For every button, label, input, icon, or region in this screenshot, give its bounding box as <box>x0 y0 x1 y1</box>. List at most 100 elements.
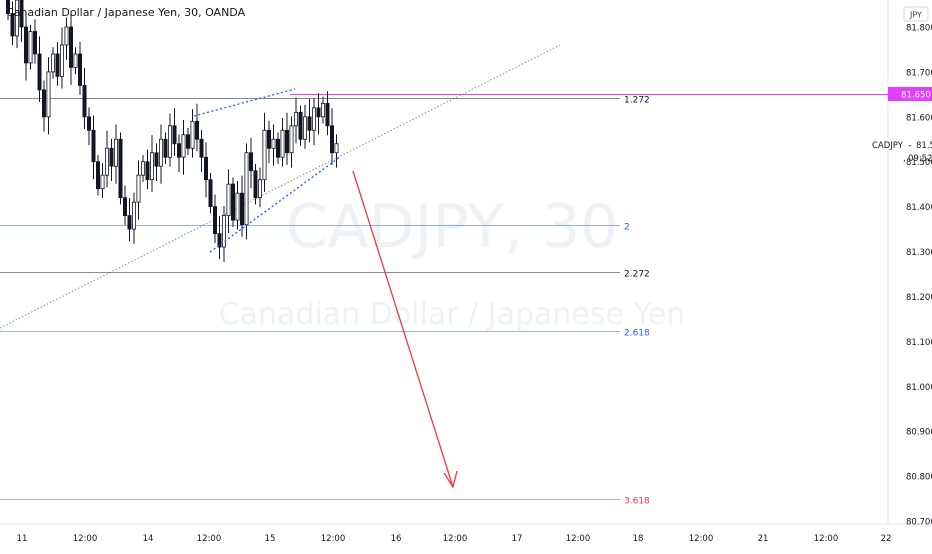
current-level-label: 81.650 <box>901 91 931 101</box>
candle <box>334 134 339 168</box>
candle <box>46 57 51 135</box>
price-tick-label: 80.700 <box>906 518 932 528</box>
candle <box>248 137 253 189</box>
candle <box>37 36 42 102</box>
price-tick-label: 81.500 <box>906 158 932 168</box>
candle <box>51 47 56 79</box>
candle <box>284 112 289 165</box>
trendline-dotted[interactable] <box>0 44 561 329</box>
candle <box>69 12 74 85</box>
fib-level-label-2: 2 <box>624 223 630 233</box>
candle <box>10 1 15 46</box>
currency-badge[interactable] <box>903 6 929 22</box>
candle <box>181 119 186 175</box>
candle <box>176 134 181 173</box>
candle <box>33 19 38 64</box>
fib-level-label-3-618: 3.618 <box>624 497 650 507</box>
time-tick-label: 12:00 <box>566 534 591 544</box>
price-axis[interactable]: 81.800 81.700 81.600 81.500 81.400 81.300 81.2… <box>906 24 932 528</box>
time-tick-label: 16 <box>391 534 402 544</box>
price-tick-label: 81.200 <box>906 293 932 303</box>
candle <box>19 0 24 42</box>
candle <box>298 105 303 147</box>
time-axis[interactable]: 11 12:00 14 12:00 15 12:00 16 12:00 17 12:00 18 12:… <box>17 534 892 544</box>
candle <box>320 96 325 124</box>
candle <box>203 142 208 198</box>
time-tick-label: 15 <box>265 534 276 544</box>
candle <box>131 192 136 244</box>
candle <box>325 91 330 136</box>
candle <box>60 27 65 89</box>
candle <box>136 160 141 220</box>
time-tick-label: 12:00 <box>443 534 468 544</box>
candle <box>87 107 92 146</box>
candle <box>118 132 123 205</box>
price-tick-label: 81.400 <box>906 203 932 213</box>
candle <box>154 143 159 182</box>
price-tick-label: 81.000 <box>906 383 932 393</box>
candlestick-series <box>6 0 339 262</box>
candle <box>307 99 312 143</box>
candle <box>316 93 321 135</box>
candle <box>190 109 195 158</box>
candle <box>78 41 83 95</box>
symbol-label: CADJPY <box>872 141 904 151</box>
watermark-name: Canadian Dollar / Japanese Yen <box>219 297 686 332</box>
wedge-upper-line[interactable] <box>193 88 296 117</box>
candle <box>167 113 172 167</box>
candle <box>96 154 101 196</box>
candle <box>23 12 28 81</box>
candle <box>14 0 19 49</box>
time-tick-label: 12:00 <box>321 534 346 544</box>
candle <box>208 172 213 214</box>
projection-arrow-line[interactable] <box>352 170 454 488</box>
candle <box>253 163 258 205</box>
candle <box>42 80 47 132</box>
price-tick-label: 81.800 <box>906 24 932 34</box>
fib-level-label-1-272: 1.272 <box>624 96 650 106</box>
candle <box>91 115 96 180</box>
currency-badge-label: JPY <box>909 11 922 20</box>
candle <box>6 0 11 21</box>
candle <box>262 112 267 192</box>
time-tick-label: 14 <box>143 534 154 544</box>
price-tick-label: 80.900 <box>906 428 932 438</box>
candle <box>217 216 222 260</box>
candle <box>64 17 69 60</box>
candle <box>311 98 316 146</box>
current-level-tag <box>888 87 932 101</box>
time-tick-label: 12:00 <box>73 534 98 544</box>
candle <box>145 149 150 190</box>
candle <box>293 97 298 144</box>
price-tick-label: 81.700 <box>906 68 932 78</box>
candle <box>271 124 276 166</box>
time-tick-label: 12:00 <box>689 534 714 544</box>
time-tick-label: 22 <box>881 534 892 544</box>
candle <box>302 104 307 149</box>
price-tick-label: 81.300 <box>906 248 932 258</box>
candle <box>55 41 60 86</box>
candle <box>109 138 114 182</box>
fib-level-label-2-272: 2.272 <box>624 270 650 280</box>
last-price-label: 81.538 <box>916 141 932 151</box>
candle <box>257 167 262 208</box>
time-tick-label: 12:00 <box>197 534 222 544</box>
candle <box>230 177 235 227</box>
price-tick-label: 81.600 <box>906 113 932 123</box>
candle <box>199 129 204 173</box>
candle <box>158 124 163 184</box>
price-tick-label: 80.800 <box>906 473 932 483</box>
candle <box>185 128 190 155</box>
candle <box>28 24 33 70</box>
time-tick-label: 17 <box>512 534 523 544</box>
candle <box>123 185 128 226</box>
time-tick-label: 21 <box>758 534 769 544</box>
candle <box>194 103 199 152</box>
candle <box>172 108 177 156</box>
candle <box>105 130 110 188</box>
candle <box>239 175 244 237</box>
projection-arrowhead <box>443 470 458 489</box>
candle <box>235 181 240 230</box>
